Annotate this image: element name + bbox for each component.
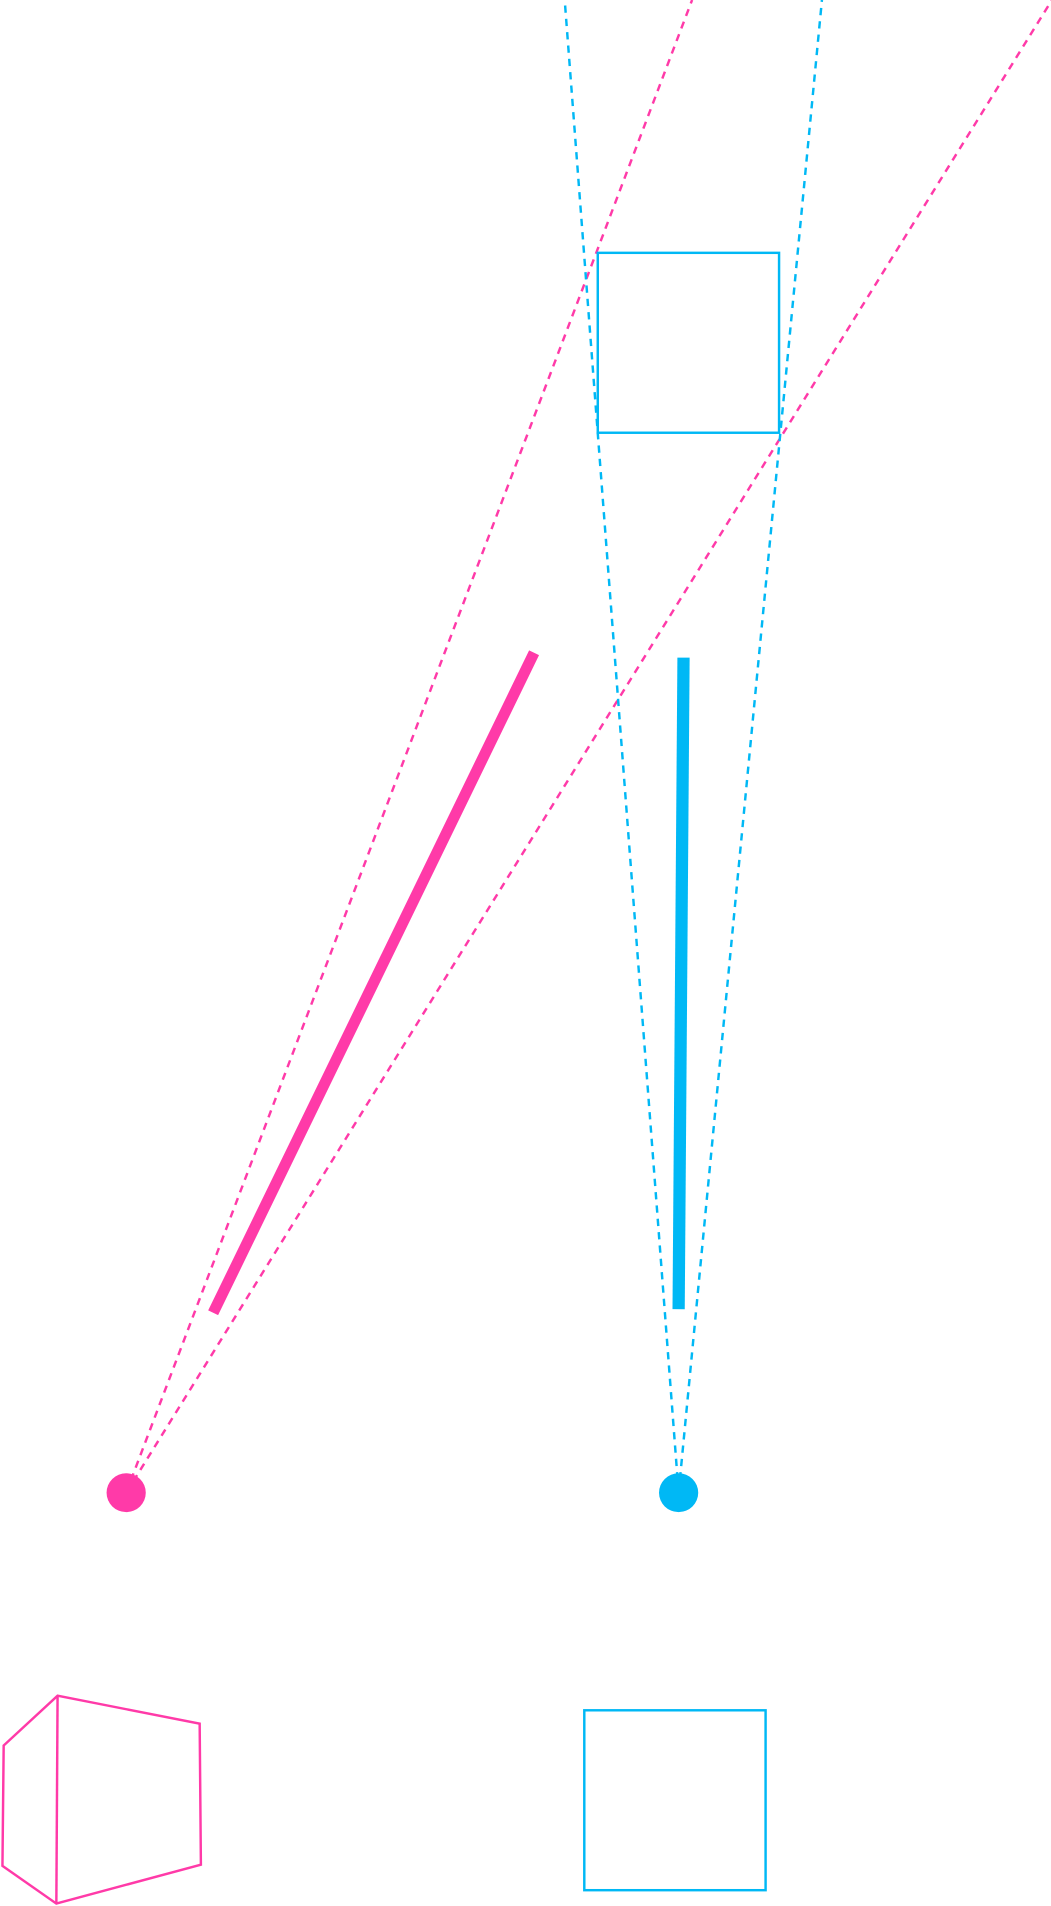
blue-viewpoint xyxy=(659,1473,699,1513)
pink-projection xyxy=(208,650,540,1316)
blue-ray xyxy=(563,0,680,1493)
cube-edge xyxy=(55,1695,59,1904)
pink-ray xyxy=(125,0,694,1494)
pink-ray xyxy=(125,0,1051,1494)
blue-square-top xyxy=(596,251,781,434)
sight-lines xyxy=(125,0,1051,1494)
blue-ray xyxy=(677,0,824,1493)
cube-outline xyxy=(1,1694,203,1905)
pink-cube xyxy=(1,1694,203,1905)
blue-square-bottom xyxy=(583,1709,767,1892)
pink-viewpoint xyxy=(106,1473,146,1513)
blue-projection xyxy=(672,657,690,1310)
